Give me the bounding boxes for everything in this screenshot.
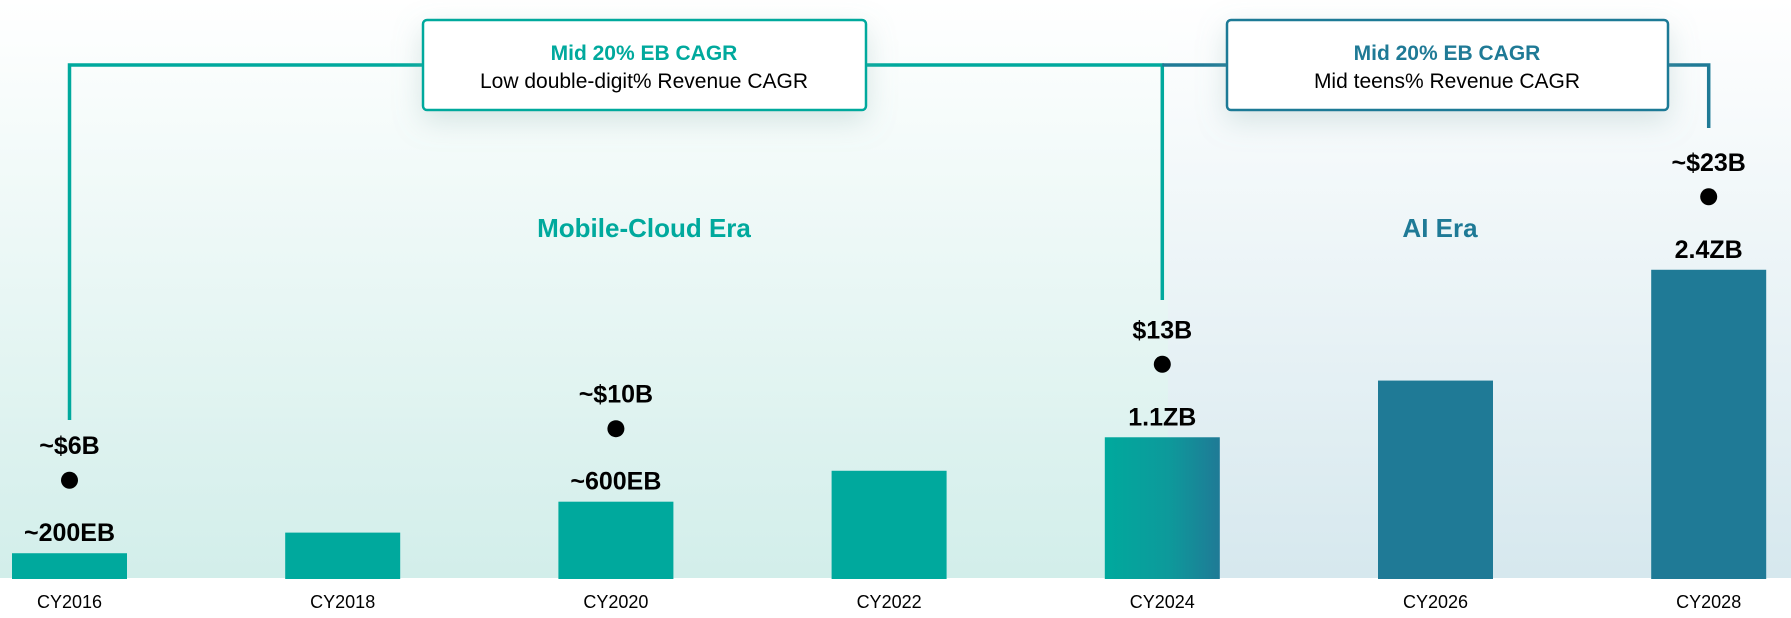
bars-layer [12, 269, 1767, 579]
bar-cy2024 [1104, 437, 1220, 579]
data-label-cy2024: 1.1ZB [1128, 403, 1196, 431]
value-labels-layer: ~200EB ~600EB 1.1ZB 2.4ZB [24, 236, 1743, 547]
tick-label-cy2024: CY2024 [1130, 592, 1195, 612]
era-title-ai: AI Era [1402, 213, 1478, 243]
revenue-dot-cy2020 [607, 420, 625, 438]
data-label-cy2020: ~600EB [570, 468, 661, 496]
data-label-cy2016: ~200EB [24, 519, 115, 547]
tick-label-cy2026: CY2026 [1403, 592, 1468, 612]
revenue-dot-cy2024 [1153, 355, 1171, 373]
cagr-box-mobile-cloud: Mid 20% EB CAGR Low double-digit% Revenu… [421, 18, 868, 112]
revenue-labels-layer: ~$6B ~$10B $13B ~$23B [39, 149, 1746, 489]
tick-label-cy2028: CY2028 [1676, 592, 1741, 612]
bar-cy2018 [285, 532, 401, 579]
cagr-box-ai: Mid 20% EB CAGR Mid teens% Revenue CAGR [1225, 18, 1670, 112]
bar-cy2026 [1378, 380, 1493, 579]
bar-cy2020 [558, 501, 674, 579]
cagr-revenue-ai: Mid teens% Revenue CAGR [1314, 70, 1580, 93]
revenue-dot-cy2028 [1700, 188, 1718, 206]
bar-cy2028 [1651, 269, 1767, 579]
tick-label-cy2018: CY2018 [310, 592, 375, 612]
cagr-box-ai-frame [1225, 18, 1670, 112]
revenue-label-cy2024: $13B [1132, 316, 1192, 344]
cagr-eb-ai: Mid 20% EB CAGR [1354, 42, 1541, 65]
revenue-dot-cy2016 [61, 471, 78, 489]
revenue-label-cy2028: ~$23B [1672, 149, 1746, 177]
data-label-cy2028: 2.4ZB [1675, 236, 1743, 264]
tick-label-cy2016: CY2016 [37, 592, 102, 612]
tick-label-cy2022: CY2022 [857, 592, 922, 612]
cagr-box-mobile-cloud-frame [421, 18, 868, 112]
bar-cy2022 [831, 470, 947, 579]
tick-label-cy2020: CY2020 [583, 592, 648, 612]
bar-cy2016 [12, 553, 127, 579]
tick-labels-layer: CY2016 CY2018 CY2020 CY2022 CY2024 CY2026 CY20… [37, 592, 1741, 612]
cagr-eb-mobile-cloud: Mid 20% EB CAGR [551, 42, 738, 65]
cagr-revenue-mobile-cloud: Low double-digit% Revenue CAGR [480, 70, 808, 93]
revenue-label-cy2016: ~$6B [39, 432, 99, 460]
revenue-label-cy2020: ~$10B [579, 381, 653, 409]
era-title-mobile-cloud: Mobile-Cloud Era [537, 213, 751, 243]
